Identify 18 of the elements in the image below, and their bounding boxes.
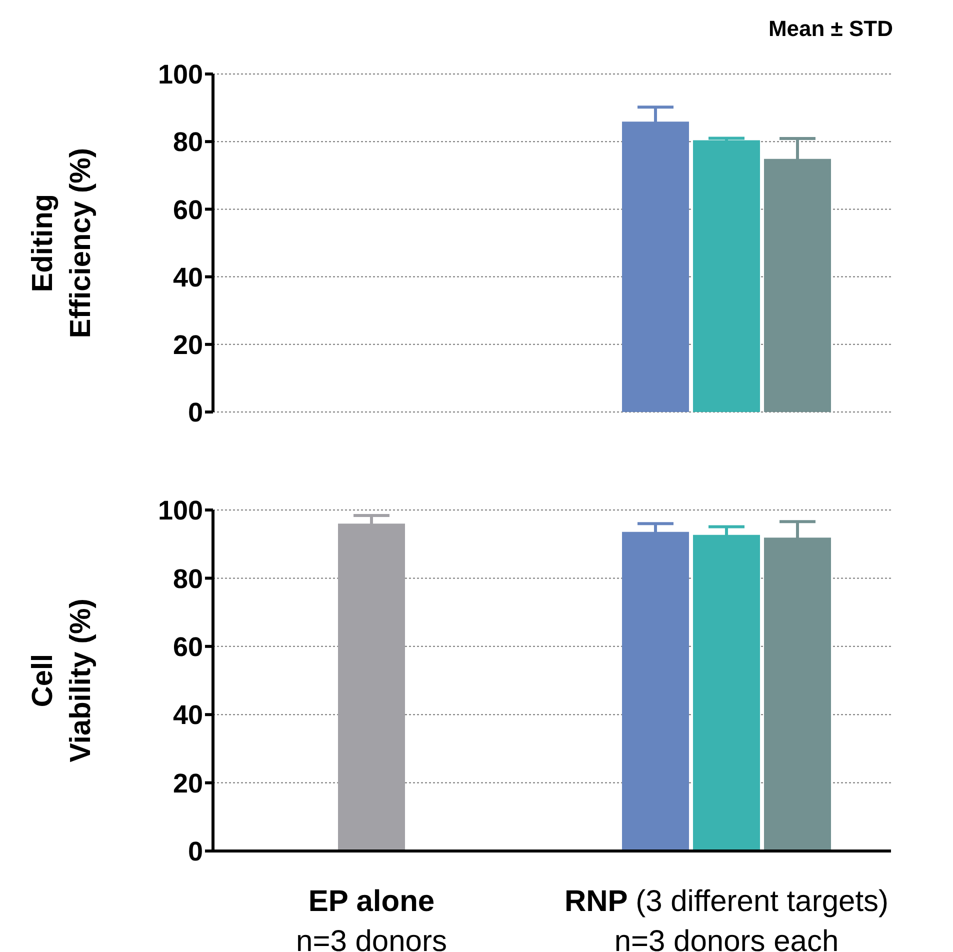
y-tick-label: 0 (188, 836, 203, 867)
y-tick-label: 0 (188, 398, 203, 428)
y-tick-label: 60 (172, 194, 203, 225)
y-tick-label: 40 (172, 262, 203, 292)
y-tick-label: 100 (158, 60, 203, 90)
y-tick-label: 100 (158, 496, 203, 526)
y-tick-label: 20 (172, 768, 203, 798)
y-tick-label: 80 (172, 564, 203, 594)
x-tick-label: EP alone n=3 donors (296, 885, 447, 952)
y-axis-title: Cell Viability (%) (27, 598, 97, 762)
y-axis-title: Editing Efficiency (%) (27, 148, 97, 338)
y-tick-label: 60 (172, 632, 203, 662)
y-tick-label: 40 (172, 700, 203, 730)
text: Mean ± STD (768, 16, 893, 42)
x-tick-label: RNP (3 different targets) n=3 donors each (564, 885, 889, 952)
y-tick-label: 80 (172, 127, 203, 158)
bar (693, 140, 760, 412)
y-tick-label: 20 (172, 330, 203, 360)
